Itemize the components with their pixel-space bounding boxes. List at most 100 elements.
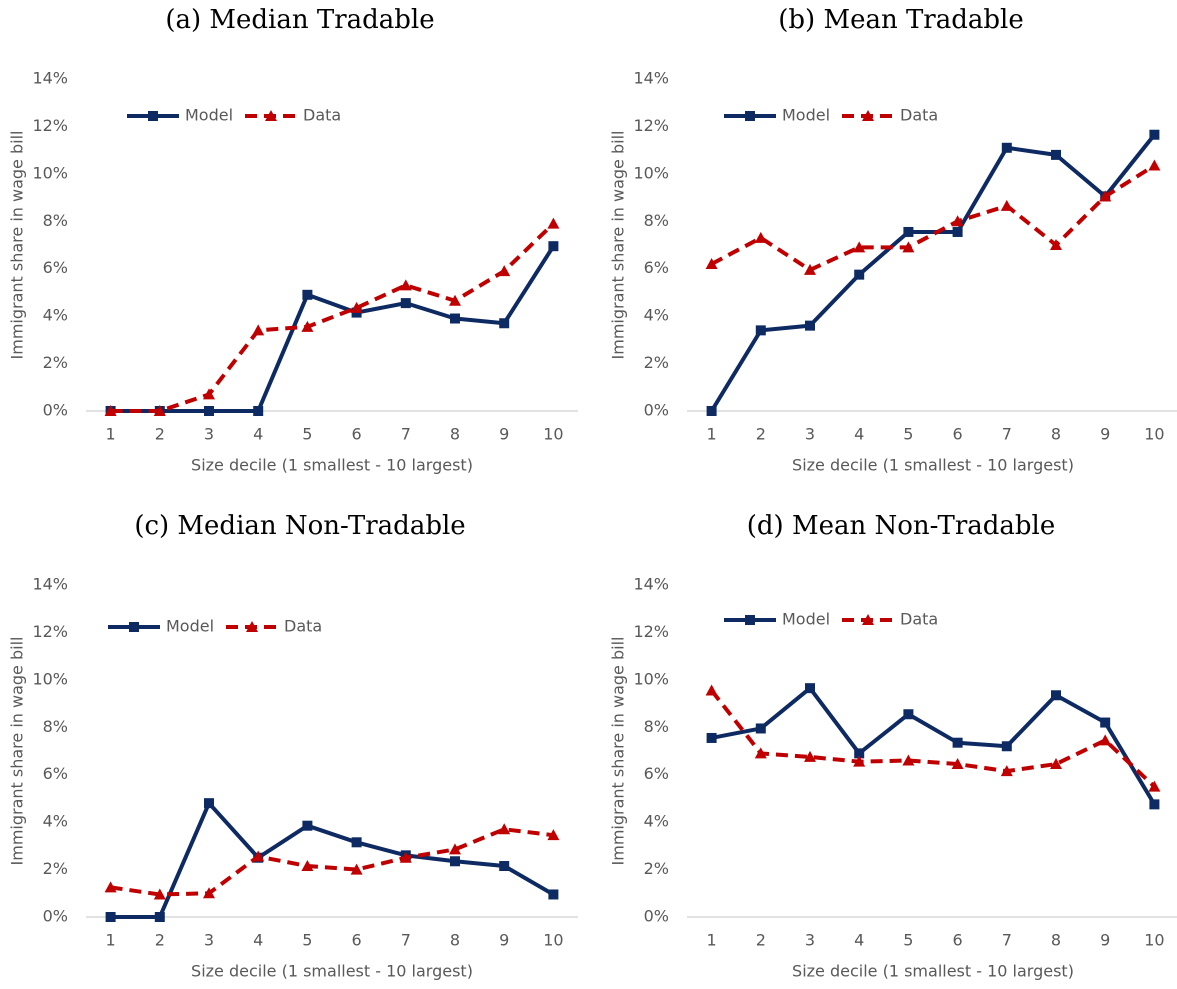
y-axis-label: Immigrant share in wage bill [8, 131, 27, 360]
legend-marker [265, 110, 277, 121]
series-line [709, 133, 1156, 413]
y-axis-label: Immigrant share in wage bill [8, 637, 27, 866]
legend-marker [862, 614, 874, 625]
legend-marker [148, 111, 158, 121]
y-tick-label: 10% [32, 669, 68, 688]
y-tick-label: 8% [43, 211, 68, 230]
chart-panel: (d) Mean Non-Tradable Immigrant share in … [609, 511, 1177, 981]
legend-marker [745, 111, 755, 121]
y-tick-label: 8% [644, 717, 669, 736]
x-tick-label: 2 [155, 425, 165, 444]
chart-panel: (a) Median Tradable Immigrant share in wa… [8, 5, 578, 475]
data-point [1099, 734, 1112, 746]
data-point [854, 269, 865, 280]
x-tick-label: 4 [854, 931, 864, 950]
data-point [449, 294, 461, 306]
x-tick-label: 8 [1051, 931, 1061, 950]
data-point [951, 758, 964, 770]
x-tick-label: 4 [854, 425, 864, 444]
data-point [902, 241, 915, 253]
data-point [805, 320, 815, 331]
x-tick-label: 10 [543, 425, 563, 444]
x-axis-label: Size decile (1 smallest - 10 largest) [792, 962, 1074, 981]
data-point [350, 863, 363, 875]
chart-title: (a) Median Tradable [165, 5, 434, 35]
legend-label: Data [303, 106, 341, 125]
data-point [804, 750, 816, 762]
x-tick-label: 2 [155, 931, 165, 950]
x-tick-label: 8 [450, 931, 460, 950]
data-point [399, 279, 412, 291]
x-tick-label: 6 [953, 931, 963, 950]
y-tick-label: 6% [644, 764, 669, 783]
data-point [755, 325, 766, 336]
data-point [1051, 690, 1061, 701]
data-point [903, 226, 914, 237]
data-point [705, 684, 718, 696]
data-point [755, 723, 766, 734]
legend-entry: Model [108, 617, 214, 636]
y-tick-label: 12% [633, 622, 669, 641]
data-point [301, 320, 314, 332]
y-tick-label: 6% [43, 258, 68, 277]
data-point [853, 241, 866, 253]
x-tick-label: 9 [499, 425, 509, 444]
data-point [1148, 159, 1161, 171]
x-tick-label: 5 [302, 931, 312, 950]
x-tick-label: 4 [253, 425, 263, 444]
y-tick-label: 4% [644, 306, 669, 325]
x-tick-label: 5 [302, 425, 312, 444]
legend-marker [862, 110, 874, 121]
y-tick-label: 2% [644, 859, 669, 878]
x-tick-label: 8 [450, 425, 460, 444]
y-tick-label: 2% [644, 353, 669, 372]
x-tick-label: 8 [1051, 425, 1061, 444]
x-axis-label: Size decile (1 smallest - 10 largest) [191, 456, 473, 475]
x-tick-label: 7 [1002, 931, 1012, 950]
data-point [951, 215, 964, 227]
data-point [450, 313, 460, 324]
x-tick-label: 2 [756, 931, 766, 950]
data-point [1099, 190, 1112, 202]
x-tick-label: 1 [707, 425, 717, 444]
legend-entry: Data [245, 106, 341, 125]
chart-panel: (c) Median Non-Tradable Immigrant share i… [8, 511, 578, 981]
series-line [110, 801, 555, 919]
x-tick-label: 6 [352, 425, 362, 444]
data-point [754, 747, 767, 759]
x-tick-label: 7 [401, 931, 411, 950]
data-point [1051, 149, 1061, 160]
data-point [449, 843, 461, 855]
series-line [110, 827, 554, 897]
y-tick-label: 2% [43, 859, 68, 878]
y-tick-label: 6% [644, 258, 669, 277]
y-tick-label: 14% [633, 69, 669, 88]
legend-entry: Data [226, 617, 322, 636]
data-point [351, 837, 362, 848]
data-point [499, 318, 510, 329]
y-tick-label: 4% [43, 306, 68, 325]
x-tick-label: 1 [707, 931, 717, 950]
data-point [1148, 780, 1161, 792]
data-point [1050, 239, 1062, 250]
y-tick-label: 12% [32, 622, 68, 641]
y-tick-label: 14% [32, 69, 68, 88]
data-point [1050, 758, 1062, 770]
x-tick-label: 10 [543, 931, 563, 950]
data-point [499, 861, 510, 872]
chart-title: (d) Mean Non-Tradable [747, 511, 1055, 541]
data-point [450, 856, 460, 867]
data-point [1001, 142, 1012, 153]
data-point [952, 226, 963, 237]
y-tick-label: 6% [43, 764, 68, 783]
y-tick-label: 4% [43, 812, 68, 831]
series-line [110, 222, 555, 413]
x-tick-label: 9 [499, 931, 509, 950]
data-point [952, 737, 963, 748]
x-tick-label: 9 [1100, 931, 1110, 950]
x-tick-label: 5 [903, 931, 913, 950]
series-line [710, 689, 1156, 789]
series-line [710, 163, 1156, 272]
data-point [203, 388, 215, 400]
data-point [853, 755, 866, 767]
